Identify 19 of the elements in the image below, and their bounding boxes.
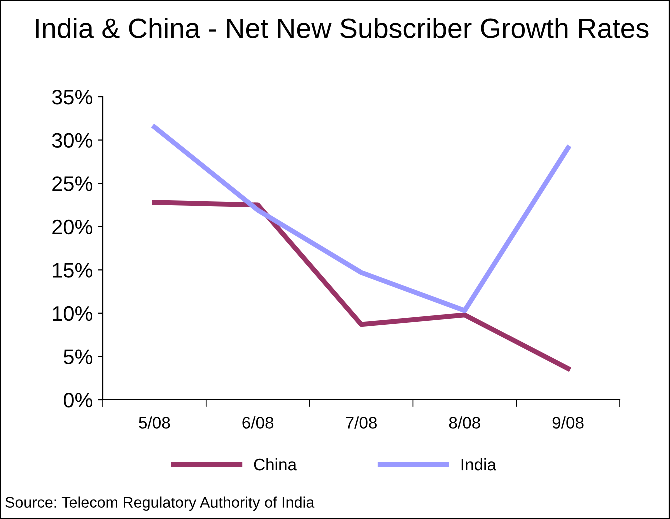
y-tick-label: 15% bbox=[53, 263, 93, 278]
x-tick-label: 8/08 bbox=[449, 416, 480, 429]
y-tick-label: 30% bbox=[52, 133, 93, 148]
line-series bbox=[152, 124, 571, 314]
y-tick-label: 25% bbox=[52, 176, 93, 192]
x-tick-label: 7/08 bbox=[346, 416, 377, 429]
y-tick-label: 0% bbox=[64, 393, 93, 408]
y-tick-label: 20% bbox=[52, 220, 93, 235]
line-series bbox=[152, 200, 571, 372]
y-tick-label: 5% bbox=[64, 350, 93, 364]
y-tick-label: 35% bbox=[52, 90, 93, 105]
source-note: Source: Telecom Regulatory Authority of India bbox=[6, 496, 315, 511]
x-tick-label: 5/08 bbox=[139, 416, 170, 429]
chart-title: India & China - Net New Subscriber Growth Rates bbox=[36, 18, 649, 38]
x-tick-label: 9/08 bbox=[552, 416, 584, 429]
y-tick-label: 10% bbox=[53, 306, 93, 322]
x-tick-label: 6/08 bbox=[242, 416, 274, 429]
legend-label: China bbox=[254, 458, 298, 471]
legend-label: India bbox=[462, 458, 497, 471]
